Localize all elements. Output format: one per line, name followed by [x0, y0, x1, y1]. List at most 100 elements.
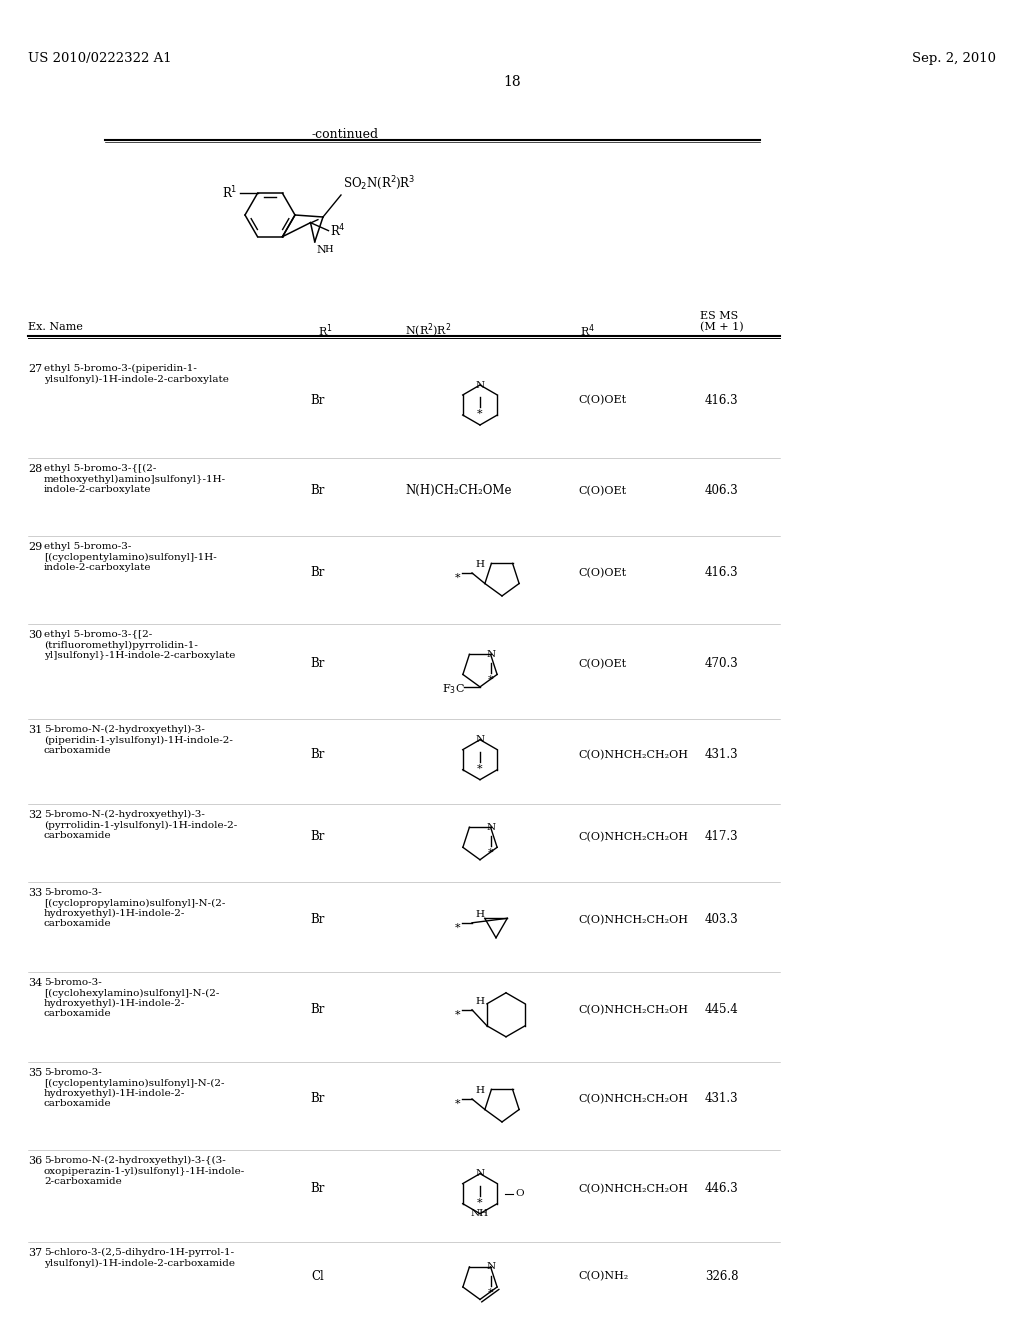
Text: N: N — [486, 822, 496, 832]
Text: C(O)NHCH₂CH₂OH: C(O)NHCH₂CH₂OH — [578, 832, 688, 842]
Text: ethyl 5-bromo-3-{[(2-: ethyl 5-bromo-3-{[(2- — [44, 465, 157, 473]
Text: 34: 34 — [28, 978, 42, 987]
Text: ylsulfonyl)-1H-indole-2-carboxamide: ylsulfonyl)-1H-indole-2-carboxamide — [44, 1258, 234, 1267]
Text: 5-bromo-N-(2-hydroxyethyl)-3-: 5-bromo-N-(2-hydroxyethyl)-3- — [44, 725, 205, 734]
Text: 5-chloro-3-(2,5-dihydro-1H-pyrrol-1-: 5-chloro-3-(2,5-dihydro-1H-pyrrol-1- — [44, 1247, 234, 1257]
Text: Br: Br — [311, 1093, 326, 1105]
Text: C(O)NHCH₂CH₂OH: C(O)NHCH₂CH₂OH — [578, 1005, 688, 1015]
Text: Br: Br — [311, 748, 326, 762]
Text: C(O)NHCH₂CH₂OH: C(O)NHCH₂CH₂OH — [578, 1184, 688, 1193]
Text: 403.3: 403.3 — [705, 913, 738, 927]
Text: indole-2-carboxylate: indole-2-carboxylate — [44, 564, 152, 572]
Text: carboxamide: carboxamide — [44, 1010, 112, 1019]
Text: H: H — [475, 560, 484, 569]
Text: *: * — [455, 923, 460, 933]
Text: N: N — [486, 1262, 496, 1271]
Text: 30: 30 — [28, 630, 42, 640]
Text: N(R$^2$)R$^2$: N(R$^2$)R$^2$ — [406, 322, 452, 341]
Text: C(O)OEt: C(O)OEt — [578, 395, 626, 405]
Text: 29: 29 — [28, 543, 42, 552]
Text: (pyrrolidin-1-ylsulfonyl)-1H-indole-2-: (pyrrolidin-1-ylsulfonyl)-1H-indole-2- — [44, 821, 238, 830]
Text: 37: 37 — [28, 1247, 42, 1258]
Text: 28: 28 — [28, 465, 42, 474]
Text: C(O)OEt: C(O)OEt — [578, 486, 626, 496]
Text: C(O)OEt: C(O)OEt — [578, 568, 626, 578]
Text: C(O)NHCH₂CH₂OH: C(O)NHCH₂CH₂OH — [578, 750, 688, 760]
Text: 5-bromo-3-: 5-bromo-3- — [44, 888, 101, 898]
Text: Br: Br — [311, 913, 326, 927]
Text: Br: Br — [311, 657, 326, 671]
Text: ethyl 5-bromo-3-{[2-: ethyl 5-bromo-3-{[2- — [44, 630, 153, 639]
Text: *: * — [477, 409, 482, 418]
Text: (piperidin-1-ylsulfonyl)-1H-indole-2-: (piperidin-1-ylsulfonyl)-1H-indole-2- — [44, 735, 232, 744]
Text: 35: 35 — [28, 1068, 42, 1078]
Text: N: N — [316, 244, 327, 255]
Text: H: H — [475, 1086, 484, 1096]
Text: [(cyclopentylamino)sulfonyl]-N-(2-: [(cyclopentylamino)sulfonyl]-N-(2- — [44, 1078, 224, 1088]
Text: Br: Br — [311, 566, 326, 579]
Text: oxopiperazin-1-yl)sulfonyl}-1H-indole-: oxopiperazin-1-yl)sulfonyl}-1H-indole- — [44, 1167, 246, 1176]
Text: methoxyethyl)amino]sulfonyl}-1H-: methoxyethyl)amino]sulfonyl}-1H- — [44, 474, 226, 483]
Text: N: N — [475, 1170, 484, 1179]
Text: 5-bromo-N-(2-hydroxyethyl)-3-: 5-bromo-N-(2-hydroxyethyl)-3- — [44, 810, 205, 820]
Text: 431.3: 431.3 — [705, 1093, 738, 1105]
Text: 32: 32 — [28, 810, 42, 820]
Text: 36: 36 — [28, 1156, 42, 1166]
Text: US 2010/0222322 A1: US 2010/0222322 A1 — [28, 51, 172, 65]
Text: carboxamide: carboxamide — [44, 746, 112, 755]
Text: [(cyclopropylamino)sulfonyl]-N-(2-: [(cyclopropylamino)sulfonyl]-N-(2- — [44, 899, 225, 908]
Text: [(cyclohexylamino)sulfonyl]-N-(2-: [(cyclohexylamino)sulfonyl]-N-(2- — [44, 989, 219, 998]
Text: C(O)NHCH₂CH₂OH: C(O)NHCH₂CH₂OH — [578, 915, 688, 925]
Text: Br: Br — [311, 1183, 326, 1195]
Text: Br: Br — [311, 484, 326, 498]
Text: yl]sulfonyl}-1H-indole-2-carboxylate: yl]sulfonyl}-1H-indole-2-carboxylate — [44, 651, 236, 660]
Text: ES MS: ES MS — [700, 312, 738, 321]
Text: C(O)NHCH₂CH₂OH: C(O)NHCH₂CH₂OH — [578, 1094, 688, 1104]
Text: (trifluoromethyl)pyrrolidin-1-: (trifluoromethyl)pyrrolidin-1- — [44, 640, 198, 649]
Text: 5-bromo-N-(2-hydroxyethyl)-3-{(3-: 5-bromo-N-(2-hydroxyethyl)-3-{(3- — [44, 1156, 225, 1166]
Text: N: N — [475, 735, 484, 744]
Text: H: H — [475, 909, 484, 919]
Text: hydroxyethyl)-1H-indole-2-: hydroxyethyl)-1H-indole-2- — [44, 1089, 185, 1098]
Text: 326.8: 326.8 — [705, 1270, 738, 1283]
Text: SO$_2$N(R$^2$)R$^3$: SO$_2$N(R$^2$)R$^3$ — [343, 174, 416, 191]
Text: C(O)OEt: C(O)OEt — [578, 659, 626, 669]
Text: H: H — [325, 244, 334, 253]
Text: R$^1$: R$^1$ — [222, 185, 238, 202]
Text: 446.3: 446.3 — [705, 1183, 738, 1195]
Text: N: N — [475, 380, 484, 389]
Text: 33: 33 — [28, 888, 42, 898]
Text: *: * — [455, 1010, 460, 1020]
Text: N(H)CH₂CH₂OMe: N(H)CH₂CH₂OMe — [406, 484, 512, 498]
Text: F$_3$C: F$_3$C — [442, 682, 465, 696]
Text: H: H — [475, 997, 484, 1006]
Text: 416.3: 416.3 — [705, 566, 738, 579]
Text: 406.3: 406.3 — [705, 484, 738, 498]
Text: hydroxyethyl)-1H-indole-2-: hydroxyethyl)-1H-indole-2- — [44, 909, 185, 919]
Text: *: * — [477, 1197, 482, 1208]
Text: carboxamide: carboxamide — [44, 1100, 112, 1109]
Text: Br: Br — [311, 830, 326, 843]
Text: *: * — [487, 676, 494, 685]
Text: Sep. 2, 2010: Sep. 2, 2010 — [912, 51, 996, 65]
Text: *: * — [455, 1100, 460, 1109]
Text: Br: Br — [311, 1003, 326, 1016]
Text: 27: 27 — [28, 364, 42, 374]
Text: 416.3: 416.3 — [705, 393, 738, 407]
Text: 31: 31 — [28, 725, 42, 735]
Text: (M + 1): (M + 1) — [700, 322, 743, 333]
Text: R$^4$: R$^4$ — [331, 222, 346, 239]
Text: NH: NH — [471, 1209, 489, 1218]
Text: *: * — [477, 764, 482, 774]
Text: O: O — [515, 1189, 524, 1199]
Text: ethyl 5-bromo-3-(piperidin-1-: ethyl 5-bromo-3-(piperidin-1- — [44, 364, 197, 374]
Text: carboxamide: carboxamide — [44, 832, 112, 840]
Text: 417.3: 417.3 — [705, 830, 738, 843]
Text: R$^1$: R$^1$ — [318, 322, 333, 339]
Text: *: * — [487, 849, 494, 858]
Text: carboxamide: carboxamide — [44, 920, 112, 928]
Text: 5-bromo-3-: 5-bromo-3- — [44, 1068, 101, 1077]
Text: -continued: -continued — [311, 128, 379, 141]
Text: 431.3: 431.3 — [705, 748, 738, 762]
Text: [(cyclopentylamino)sulfonyl]-1H-: [(cyclopentylamino)sulfonyl]-1H- — [44, 553, 217, 561]
